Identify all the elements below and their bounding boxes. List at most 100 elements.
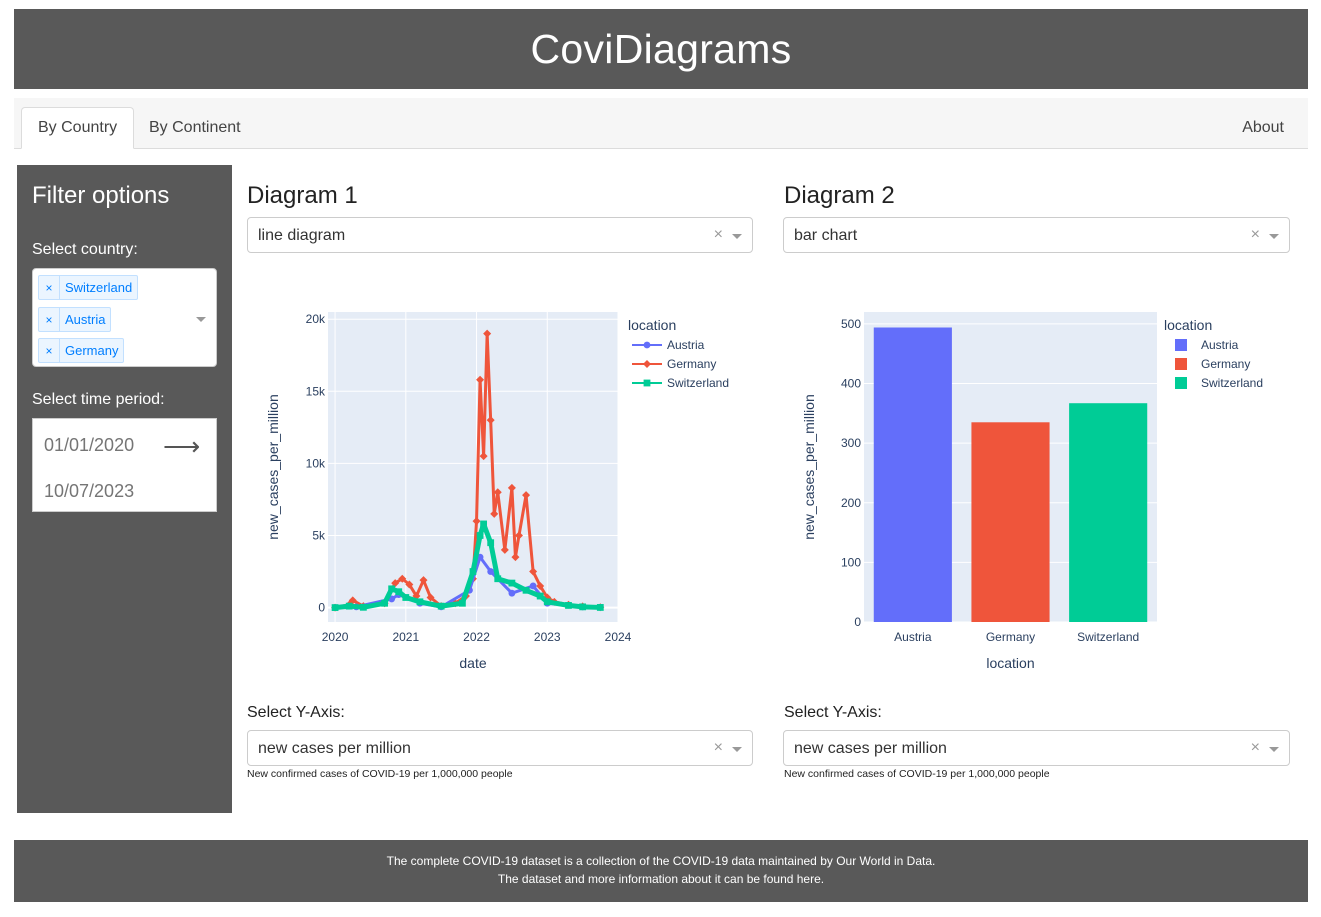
data-point [500,545,509,554]
legend-swatch [1175,339,1187,351]
chevron-down-icon[interactable] [1269,234,1279,239]
data-point [398,574,407,583]
data-point [405,580,414,589]
diagram-1-type-select[interactable]: line diagram × [247,217,753,253]
clear-icon[interactable]: × [1250,739,1260,756]
legend-marker [643,341,651,349]
arrow-right-icon: ⟶ [163,431,201,461]
tab-by-continent[interactable]: By Continent [149,119,241,136]
y-tick-label: 400 [841,377,861,391]
diagram-2-yaxis-value: new cases per million [794,740,947,757]
chevron-down-icon[interactable] [196,317,206,322]
y-tick-label: 10k [306,456,326,470]
clear-icon[interactable]: × [713,226,723,243]
diagram-1-yaxis-label: Select Y-Axis: [247,704,345,721]
data-point [476,375,485,384]
remove-chip-icon[interactable]: × [39,339,60,362]
data-point [412,592,421,601]
diagram-2-type-select[interactable]: bar chart × [783,217,1290,253]
country-chip-label: Germany [65,343,119,358]
bar-switzerland [1069,403,1148,622]
data-point [419,576,428,585]
diagram-2-yaxis-help: New confirmed cases of COVID-19 per 1,00… [784,768,1050,780]
data-point [487,539,495,547]
x-axis-title: location [986,655,1034,671]
country-chip: × Switzerland [38,275,139,300]
chevron-down-icon[interactable] [732,234,742,239]
data-point [469,568,477,575]
time-period-label: Select time period: [32,391,165,408]
data-point [388,585,396,593]
data-point [508,579,516,587]
data-point [536,592,544,600]
legend-title: location [1164,317,1212,333]
legend-swatch [1175,377,1187,389]
app-title: CoviDiagrams [530,25,792,72]
data-point [529,567,538,576]
chevron-down-icon[interactable] [1269,747,1279,752]
bar-chart: 0 100 200 300 400 500 Austria Germany Switzerlan… [801,312,1263,671]
legend-marker [643,379,651,387]
tab-by-country[interactable]: By Country [21,107,135,149]
date-range-picker: 01/01/2020 ⟶ 10/07/2023 [32,418,217,512]
data-point [543,598,551,606]
end-date-input[interactable]: 10/07/2023 [44,481,135,501]
data-point [511,553,520,562]
data-point [391,579,400,588]
data-point [487,568,495,575]
legend-label: Austria [1201,338,1239,352]
y-tick-label: 200 [841,496,861,510]
data-point [486,416,495,425]
chevron-down-icon[interactable] [732,747,742,752]
legend-label: Germany [1201,357,1250,371]
data-point [529,582,537,590]
diagram-1-yaxis-select[interactable]: new cases per million × [247,730,753,766]
legend-label: Switzerland [1201,376,1263,390]
diagram-1-yaxis-value: new cases per million [258,740,411,757]
data-point [458,599,466,607]
data-point [480,520,488,528]
data-point [416,598,424,606]
x-tick-label: 2022 [463,630,490,644]
sidebar-title: Filter options [32,182,170,209]
y-tick-label: 15k [306,384,326,398]
y-tick-label: 0 [318,601,325,615]
legend-label: Germany [667,357,716,371]
clear-icon[interactable]: × [1250,226,1260,243]
data-point [359,603,367,611]
country-chip: × Austria [38,307,112,332]
diagram-2-type-value: bar chart [794,227,858,244]
x-tick-label: 2021 [392,630,419,644]
line-chart: 2020 2021 2022 2023 2024 0 5k 10k 15k 20k date new_… [265,312,729,671]
x-tick-label: 2023 [534,630,561,644]
clear-icon[interactable]: × [713,739,723,756]
data-point [494,575,502,583]
data-point [472,517,481,526]
data-point [348,596,357,605]
data-point [395,588,403,596]
country-multiselect[interactable]: × Switzerland × Austria × Germany [32,268,217,367]
remove-chip-icon[interactable]: × [39,308,60,331]
legend-title: location [628,317,676,333]
x-tick-label: Switzerland [1077,630,1139,644]
data-point [483,329,492,338]
footer-line-2[interactable]: The dataset and more information about i… [497,872,825,886]
country-chip-label: Austria [65,312,106,327]
data-point [381,599,388,607]
bar-austria [873,327,952,622]
diagram-2-title: Diagram 2 [784,182,895,209]
start-date-input[interactable]: 01/01/2020 [44,435,135,455]
data-point [522,491,531,500]
diagram-2-yaxis-select[interactable]: new cases per million × [783,730,1290,766]
country-chip: × Germany [38,338,125,363]
y-axis-title: new_cases_per_million [265,394,281,540]
remove-chip-icon[interactable]: × [39,276,60,299]
filter-sidebar: Filter options Select country: × Switzer… [17,165,232,813]
app-header: CoviDiagrams [14,9,1308,89]
data-point [493,488,502,497]
data-point [514,531,523,540]
x-tick-label: 2020 [322,630,349,644]
tab-about[interactable]: About [1242,119,1284,136]
legend-label: Austria [667,338,705,352]
x-tick-label: Germany [986,630,1035,644]
